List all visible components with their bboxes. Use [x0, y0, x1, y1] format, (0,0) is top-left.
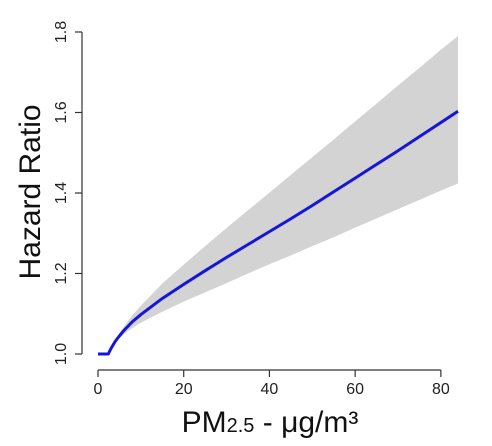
x-tick-label: 0: [94, 381, 103, 398]
confidence-band-layer: [98, 36, 458, 355]
tick-layer: 0 20 40 60 80 1.0 1.2 1.4 1.6 1.8: [53, 21, 450, 398]
x-axis-title-main: PM: [182, 406, 227, 439]
hazard-ratio-line-layer: [97, 110, 459, 356]
x-axis-title-subscript: 2.5: [227, 415, 255, 437]
y-tick-label: 1.4: [53, 182, 70, 204]
x-tick-label: 20: [175, 381, 193, 398]
y-tick-label: 1.8: [53, 21, 70, 43]
y-tick-label: 1.6: [53, 101, 70, 123]
x-tick-label: 40: [261, 381, 279, 398]
x-axis-title-unit: - μg/m³: [254, 406, 358, 439]
x-tick-label: 60: [346, 381, 364, 398]
x-axis-title: PM2.5 - μg/m³: [182, 406, 359, 439]
y-tick-label: 1.0: [53, 343, 70, 365]
confidence-band: [98, 36, 458, 355]
x-tick-label: 80: [432, 381, 450, 398]
y-tick-label: 1.2: [53, 262, 70, 284]
y-axis-title: Hazard Ratio: [14, 104, 47, 279]
